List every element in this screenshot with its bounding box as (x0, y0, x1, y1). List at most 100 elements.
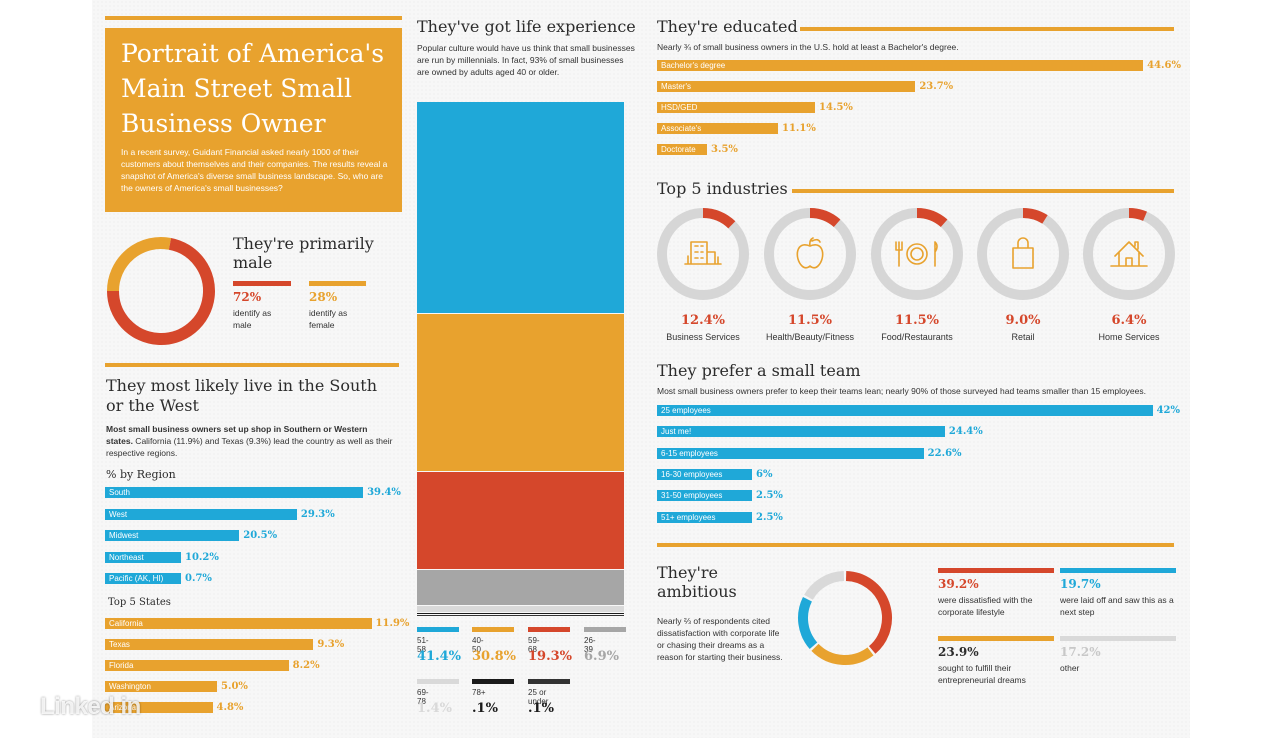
section-rule (105, 363, 399, 367)
state-bar-value: 8.2% (292, 660, 320, 671)
region-desc: Most small business owners set up shop i… (106, 423, 396, 459)
age-segment-40-50 (417, 313, 624, 472)
industry-ring-track (764, 208, 856, 300)
gender-heading: They're primarily male (233, 234, 374, 272)
states-heading: Top 5 States (108, 597, 171, 608)
gender-segment (107, 237, 215, 345)
section-rule (105, 16, 402, 20)
apple-icon (796, 237, 824, 269)
industry-share-arc (1128, 208, 1148, 221)
age-legend-value: 19.3% (528, 649, 573, 664)
gender-donut (107, 237, 215, 345)
team-bar-label: 25 employees (661, 406, 711, 415)
education-bar-value: 14.5% (819, 102, 853, 113)
industry-label: Food/Restaurants (881, 332, 953, 342)
region-bar-value: 10.2% (185, 551, 219, 563)
age-legend-key (417, 627, 459, 632)
team-bar-label: 16-30 employees (661, 469, 723, 479)
age-legend-label: 51-58 (417, 636, 429, 654)
education-bar-label: Bachelor's degree (661, 61, 726, 70)
industry-value: 6.4% (1111, 313, 1147, 328)
industry-ring (657, 208, 749, 300)
section-rule (657, 543, 1174, 547)
industry-ring-track (871, 208, 963, 300)
age-legend-value: 1.4% (417, 701, 452, 716)
ambition-pct: 23.9% (938, 645, 979, 659)
team-bar: 31-50 employees 2.5% (657, 490, 783, 502)
education-bar-value: 11.1% (781, 123, 816, 134)
page-title: Portrait of America's Main Street Small … (121, 39, 385, 138)
age-legend-value: 6.9% (584, 649, 619, 664)
industry-share-arc (702, 208, 736, 229)
industry-ring-track (657, 208, 749, 300)
team-bar: 25 employees 42% (657, 405, 1180, 416)
state-bar-label: Arizona (109, 703, 137, 712)
state-bar: Texas 9.3% (105, 639, 344, 650)
education-bar-label: Doctorate (661, 145, 696, 154)
house-icon (1110, 241, 1148, 267)
team-bar: 6-15 employees 22.6% (657, 447, 962, 459)
age-legend-key (528, 627, 570, 632)
region-bar-value: 20.5% (243, 530, 278, 541)
region-bar-value: 39.4% (367, 487, 401, 498)
ambition-key (1060, 636, 1176, 641)
education-bar-label: Associate's (661, 124, 702, 133)
region-bar-label: Midwest (109, 531, 139, 540)
age-legend-key (472, 679, 514, 684)
female-key (309, 281, 366, 286)
plate-icon (895, 241, 938, 267)
industry-label: Home Services (1098, 332, 1160, 342)
region-heading: They most likely live in the South or th… (106, 376, 377, 415)
age-segment-78+ (417, 612, 624, 615)
ambition-segment (804, 571, 845, 600)
ambition-key (938, 568, 1054, 573)
age-legend-label: 59-68 (528, 636, 540, 654)
team-bar: Just me! 24.4% (657, 426, 983, 438)
male-key (233, 281, 291, 286)
region-bar-label: West (109, 509, 128, 519)
age-legend-value: .1% (528, 701, 554, 716)
state-bar-label: Texas (109, 640, 130, 649)
industry-value: 12.4% (680, 313, 725, 328)
team-desc: Most small business owners prefer to kee… (657, 386, 1146, 396)
section-rule (792, 189, 1174, 193)
ambition-key (938, 636, 1054, 641)
education-bar: Associate's 11.1% (657, 123, 816, 134)
industry-label: Health/Beauty/Fitness (765, 332, 855, 342)
ambition-desc: Nearly ⅔ of respondents cited dissatisfa… (657, 616, 783, 662)
industry-label: Business Services (666, 332, 740, 342)
age-legend-label: 69-78 (417, 688, 429, 706)
age-desc: Popular culture would have us think that… (417, 43, 635, 77)
female-pct: 28% (309, 290, 338, 304)
region-bar: Pacific (AK, HI) 0.7% (105, 573, 212, 584)
age-segment-59-68 (417, 471, 624, 571)
team-bar-value: 42% (1156, 405, 1181, 416)
male-label: identify as male (233, 308, 272, 330)
industry-value: 11.5% (787, 313, 832, 328)
industry-value: 11.5% (894, 313, 939, 328)
ambition-pct: 39.2% (938, 577, 979, 591)
age-legend-value: .1% (472, 701, 498, 716)
region-bar-value: 0.7% (185, 573, 212, 584)
team-bar-label: 51+ employees (661, 512, 716, 522)
age-segment-69-78 (417, 605, 624, 613)
industry-ring (871, 208, 963, 300)
state-bar-value: 9.3% (317, 639, 345, 650)
education-bar: Bachelor's degree 44.6% (657, 60, 1181, 71)
age-legend-value: 41.4% (417, 649, 462, 664)
age-segment-51-58 (417, 102, 624, 314)
shopping-bag-icon (1012, 237, 1034, 269)
ambition-pct: 17.2% (1060, 645, 1101, 659)
ambition-text: other (1060, 663, 1080, 673)
state-bar-value: 11.9% (375, 618, 410, 629)
region-subheading: % by Region (106, 468, 176, 481)
industry-ring (1083, 208, 1175, 300)
education-bar: HSD/GED 14.5% (657, 102, 853, 113)
age-legend-label: 40-50 (472, 636, 484, 654)
state-bar: Florida 8.2% (105, 660, 320, 671)
ambition-segment (798, 596, 818, 650)
age-legend-label: 78+ (472, 688, 486, 697)
team-heading: They prefer a small team (657, 361, 861, 380)
team-bar-label: Just me! (661, 427, 692, 437)
female-label: identify as female (309, 308, 348, 330)
